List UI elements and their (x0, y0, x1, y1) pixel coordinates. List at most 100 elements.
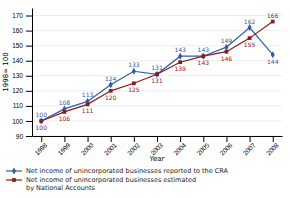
point (109, 81, 113, 88)
y-tick-mark (26, 16, 32, 17)
data-label: 111 (82, 107, 94, 114)
point (86, 103, 90, 107)
y-axis: 90100110120130140150160170 (12, 9, 32, 140)
x-tick-mark (134, 136, 135, 142)
x-tick-label: 2000 (79, 141, 94, 156)
x-tick-label: 2008 (265, 141, 280, 156)
data-label: 146 (221, 55, 233, 62)
point (224, 44, 228, 51)
y-tick: 140 (12, 57, 32, 64)
y-tick-label: 110 (13, 102, 24, 109)
y-tick-mark (26, 46, 32, 47)
y-tick: 90 (16, 133, 32, 140)
y-tick: 110 (13, 102, 32, 109)
x-tick-mark (226, 136, 227, 142)
point (178, 53, 182, 60)
y-tick-label: 150 (12, 42, 23, 49)
x-tick: 2008 (265, 136, 280, 157)
x-tick-label: 2007 (242, 141, 257, 156)
data-label: 108 (59, 99, 71, 106)
data-label: 131 (151, 64, 163, 71)
point (109, 89, 113, 93)
y-tick-mark (26, 31, 32, 32)
data-label: 120 (105, 94, 117, 101)
legend-label: Net income of unincorporated businesses … (26, 176, 196, 192)
x-tick-label: 2002 (126, 141, 141, 156)
x-tick: 2007 (242, 136, 257, 157)
chart: 9010011012013014015016017019981999200020… (0, 0, 290, 198)
grid-line (32, 90, 282, 91)
y-tick-mark (26, 121, 32, 122)
marks (39, 20, 275, 125)
point (39, 119, 43, 123)
y-tick-mark (26, 61, 32, 62)
data-label: 166 (267, 12, 279, 19)
legend-marker (12, 178, 16, 182)
y-tick-label: 140 (12, 57, 23, 64)
y-tick-mark (26, 136, 32, 137)
x-tick-mark (273, 136, 274, 142)
y-tick: 100 (12, 118, 32, 125)
grid-line (32, 15, 282, 16)
y-tick-label: 130 (12, 72, 23, 79)
y-tick-label: 90 (16, 133, 24, 140)
series-line (41, 28, 272, 121)
x-tick-label: 2006 (218, 141, 233, 156)
x-tick-label: 2001 (103, 141, 118, 156)
y-axis-line (32, 9, 33, 137)
y-tick-label: 120 (12, 87, 23, 94)
point (225, 50, 229, 54)
data-label: 155 (244, 41, 256, 48)
x-tick-label: 2004 (172, 141, 187, 156)
point (178, 60, 182, 64)
legend-marker (12, 168, 16, 175)
x-tick-mark (64, 136, 65, 142)
y-tick-mark (26, 106, 32, 107)
series-line (41, 22, 272, 121)
x-tick-label: 1998 (33, 141, 48, 156)
data-labels: 1001081131241331311431431491621441001061… (36, 12, 279, 131)
x-tick: 2003 (149, 136, 164, 157)
data-label: 143 (198, 46, 210, 53)
point (248, 36, 252, 40)
data-label: 125 (128, 86, 140, 93)
point (271, 20, 275, 24)
y-tick: 120 (12, 87, 32, 94)
x-tick-mark (203, 136, 204, 142)
data-label: 113 (82, 91, 94, 98)
y-tick-mark (26, 76, 32, 77)
data-label: 100 (36, 124, 48, 131)
plot: 9010011012013014015016017019981999200020… (2, 9, 283, 164)
point (155, 72, 159, 76)
x-tick: 2000 (79, 136, 94, 157)
point (63, 110, 67, 114)
legend-label: Net income of unincorporated businesses … (26, 167, 229, 175)
grid-line (32, 60, 282, 61)
y-tick: 150 (12, 42, 32, 49)
x-tick-mark (157, 136, 158, 142)
grid (32, 16, 282, 136)
data-label: 144 (267, 58, 279, 65)
point (132, 68, 136, 75)
x-tick: 2002 (126, 136, 141, 157)
grid-line (32, 30, 282, 31)
x-tick-label: 1999 (56, 141, 71, 156)
data-label: 131 (151, 77, 163, 84)
legend-item: Net income of unincorporated businesses … (6, 167, 229, 175)
x-tick-mark (111, 136, 112, 142)
data-label: 143 (198, 59, 210, 66)
data-label: 133 (128, 61, 140, 68)
x-axis-title: Year (149, 155, 165, 163)
x-tick: 2004 (172, 136, 187, 157)
y-tick-label: 170 (12, 12, 23, 19)
x-tick-mark (180, 136, 181, 142)
x-tick-mark (250, 136, 251, 142)
data-label: 124 (105, 75, 117, 82)
y-tick: 130 (12, 72, 32, 79)
x-tick: 2001 (103, 136, 118, 157)
y-axis-title: 1998= 100 (2, 52, 10, 91)
data-label: 143 (174, 46, 186, 53)
x-tick: 1998 (33, 136, 48, 157)
point (132, 81, 136, 85)
x-tick: 2005 (195, 136, 210, 157)
